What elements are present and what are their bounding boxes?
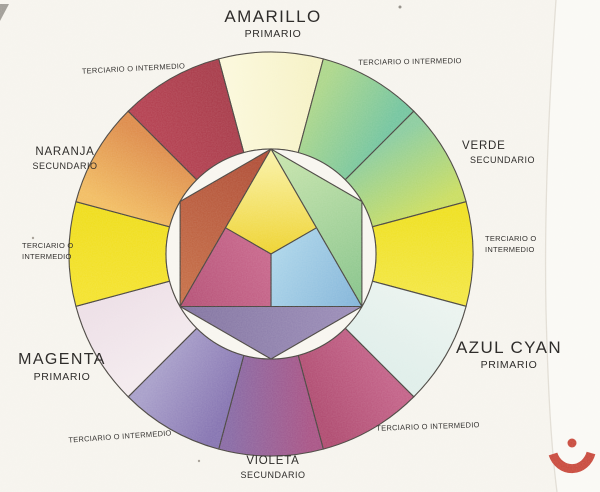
label-verde-type: SECUNDARIO [470,154,536,165]
label-amarillo-type: PRIMARIO [244,28,302,41]
label-azul-cyan-type: PRIMARIO [480,359,538,372]
label-magenta-name: MAGENTA [18,351,106,368]
label-violeta: VIOLETA SECUNDARIO [193,455,353,480]
label-verde-name: VERDE [462,140,506,152]
label-tertiary-right-line2: INTERMEDIO [485,245,535,255]
label-verde: VERDE SECUNDARIO [462,140,582,165]
label-amarillo-name: AMARILLO [224,7,322,26]
label-tertiary-left: TERCIARIO O INTERMEDIO [22,240,112,263]
label-magenta-type: PRIMARIO [33,370,91,383]
label-amarillo: AMARILLO PRIMARIO [183,7,363,41]
label-tertiary-left-line1: TERCIARIO O [22,241,74,250]
label-naranja-type: SECUNDARIO [32,160,98,171]
label-magenta: MAGENTA PRIMARIO [0,351,130,384]
label-violeta-type: SECUNDARIO [240,469,306,480]
label-azul-cyan-name: AZUL CYAN [455,338,563,357]
label-azul-cyan: AZUL CYAN PRIMARIO [434,338,584,372]
label-tertiary-left-line2: INTERMEDIO [22,252,72,262]
label-naranja-name: NARANJA [35,146,95,158]
label-tertiary-right: TERCIARIO O INTERMEDIO [485,233,575,256]
label-naranja: NARANJA SECUNDARIO [0,146,130,171]
label-tertiary-right-line1: TERCIARIO O [485,234,537,243]
label-violeta-name: VIOLETA [246,455,300,467]
